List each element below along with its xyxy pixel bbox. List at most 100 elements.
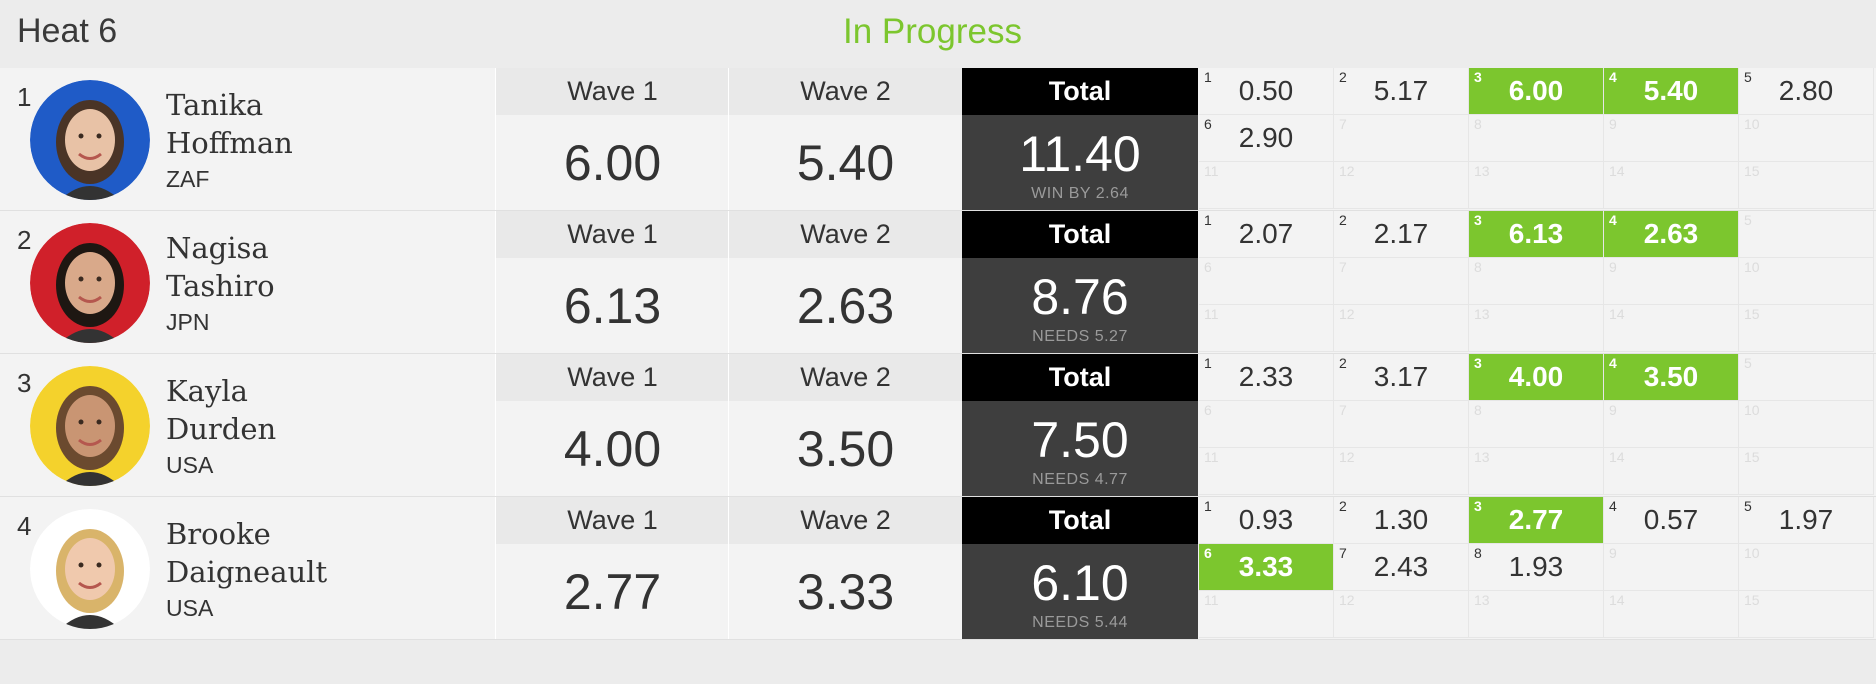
wave-score-cell[interactable]: 15 <box>1739 591 1874 638</box>
wave-score-cell[interactable]: 13 <box>1469 448 1604 495</box>
wave-score-cell[interactable]: 12 <box>1334 448 1469 495</box>
wave-number: 10 <box>1744 116 1760 132</box>
wave-score-cell[interactable]: 12 <box>1334 305 1469 352</box>
wave-score-cell[interactable]: 13 <box>1469 591 1604 638</box>
wave-score-cell[interactable]: 3 6.00 <box>1469 68 1604 115</box>
wave-score <box>1739 211 1873 257</box>
wave-score-cell[interactable]: 1 2.07 <box>1199 211 1334 258</box>
wave-score-cell[interactable]: 9 <box>1604 401 1739 448</box>
wave-1-column: Wave 1 6.00 <box>495 68 729 210</box>
wave-score-cell[interactable]: 4 2.63 <box>1604 211 1739 258</box>
wave-score-cell[interactable]: 3 4.00 <box>1469 354 1604 401</box>
surfer-country: USA <box>166 595 214 621</box>
wave-score: 2.77 <box>1508 504 1564 535</box>
wave-score-cell[interactable]: 12 <box>1334 162 1469 209</box>
wave-1-label: Wave 1 <box>496 497 729 544</box>
wave-number: 4 <box>1609 69 1617 85</box>
surfer-row[interactable]: 4 Brooke Daigneault USA Wave 1 2.77 Wave… <box>0 497 1876 640</box>
wave-score-cell[interactable]: 10 <box>1739 401 1874 448</box>
wave-score-cell[interactable]: 9 <box>1604 115 1739 162</box>
wave-score-cell[interactable]: 6 <box>1199 258 1334 305</box>
wave-number: 2 <box>1339 212 1347 228</box>
wave-score-cell[interactable]: 13 <box>1469 305 1604 352</box>
wave-score-cell[interactable]: 6 2.90 <box>1199 115 1334 162</box>
heat-header: Heat 6 In Progress <box>0 0 1876 68</box>
wave-score-cell[interactable]: 12 <box>1334 591 1469 638</box>
wave-score-cell[interactable]: 8 <box>1469 115 1604 162</box>
wave-score-cell[interactable]: 4 3.50 <box>1604 354 1739 401</box>
wave-score <box>1199 305 1333 351</box>
wave-score-cell[interactable]: 2 1.30 <box>1334 497 1469 544</box>
total-box: 6.10 NEEDS 5.44 <box>962 544 1198 639</box>
wave-score-cell[interactable]: 15 <box>1739 162 1874 209</box>
wave-score <box>1469 305 1603 351</box>
wave-score-cell[interactable]: 11 <box>1199 162 1334 209</box>
wave-score-cell[interactable]: 10 <box>1739 258 1874 305</box>
wave-number: 5 <box>1744 69 1752 85</box>
surfer-row[interactable]: 3 Kayla Durden USA Wave 1 4.00 Wave 2 3.… <box>0 354 1876 497</box>
surfer-name[interactable]: Kayla Durden USA <box>166 372 276 479</box>
wave-score-cell[interactable]: 4 5.40 <box>1604 68 1739 115</box>
wave-score: 5.17 <box>1373 75 1429 106</box>
wave-2-column: Wave 2 3.33 <box>728 497 962 639</box>
wave-score-cell[interactable]: 3 2.77 <box>1469 497 1604 544</box>
wave-1-column: Wave 1 6.13 <box>495 211 729 353</box>
wave-score-cell[interactable]: 1 0.50 <box>1199 68 1334 115</box>
wave-score: 2.17 <box>1373 218 1429 249</box>
total-score: 11.40 <box>1019 125 1141 182</box>
wave-score-cell[interactable]: 9 <box>1604 258 1739 305</box>
wave-score-cell[interactable]: 6 3.33 <box>1199 544 1334 591</box>
wave-number: 2 <box>1339 498 1347 514</box>
wave-score-cell[interactable]: 4 0.57 <box>1604 497 1739 544</box>
wave-score <box>1604 305 1738 351</box>
wave-number: 3 <box>1474 69 1482 85</box>
wave-score-cell[interactable]: 15 <box>1739 305 1874 352</box>
wave-score-cell[interactable]: 5 1.97 <box>1739 497 1874 544</box>
surfer-row[interactable]: 2 Nagisa Tashiro JPN Wave 1 6.13 Wave 2 … <box>0 211 1876 354</box>
wave-score-cell[interactable]: 5 <box>1739 211 1874 258</box>
wave-2-column: Wave 2 2.63 <box>728 211 962 353</box>
wave-score-cell[interactable]: 14 <box>1604 448 1739 495</box>
wave-number: 2 <box>1339 355 1347 371</box>
wave-score-cell[interactable]: 10 <box>1739 544 1874 591</box>
wave-score-cell[interactable]: 8 <box>1469 258 1604 305</box>
wave-score-cell[interactable]: 7 <box>1334 258 1469 305</box>
avatar-photo-icon <box>30 366 150 486</box>
wave-score-cell[interactable]: 7 <box>1334 401 1469 448</box>
wave-score-cell[interactable]: 2 2.17 <box>1334 211 1469 258</box>
wave-score-cell[interactable]: 6 <box>1199 401 1334 448</box>
wave-score-cell[interactable]: 11 <box>1199 448 1334 495</box>
wave-score-cell[interactable]: 14 <box>1604 305 1739 352</box>
wave-score-cell[interactable]: 10 <box>1739 115 1874 162</box>
wave-score-cell[interactable]: 7 2.43 <box>1334 544 1469 591</box>
wave-2-score: 5.40 <box>796 134 895 191</box>
wave-score-cell[interactable]: 1 0.93 <box>1199 497 1334 544</box>
wave-score-cell[interactable]: 5 <box>1739 354 1874 401</box>
wave-score-cell[interactable]: 2 5.17 <box>1334 68 1469 115</box>
wave-score-cell[interactable]: 11 <box>1199 305 1334 352</box>
wave-score: 2.80 <box>1778 75 1834 106</box>
surfer-rank: 2 <box>17 225 32 255</box>
surfer-avatar <box>30 223 150 343</box>
wave-score-cell[interactable]: 3 6.13 <box>1469 211 1604 258</box>
wave-number: 3 <box>1474 212 1482 228</box>
wave-number: 4 <box>1609 212 1617 228</box>
wave-score-cell[interactable]: 14 <box>1604 591 1739 638</box>
wave-score-cell[interactable]: 15 <box>1739 448 1874 495</box>
wave-score-cell[interactable]: 11 <box>1199 591 1334 638</box>
surfer-name[interactable]: Tanika Hoffman ZAF <box>166 86 293 193</box>
wave-score-cell[interactable]: 9 <box>1604 544 1739 591</box>
wave-score-cell[interactable]: 13 <box>1469 162 1604 209</box>
wave-score-cell[interactable]: 1 2.33 <box>1199 354 1334 401</box>
total-column: Total 11.40 WIN BY 2.64 <box>962 68 1198 210</box>
wave-score-cell[interactable]: 2 3.17 <box>1334 354 1469 401</box>
wave-score-cell[interactable]: 5 2.80 <box>1739 68 1874 115</box>
wave-score-cell[interactable]: 7 <box>1334 115 1469 162</box>
surfer-row[interactable]: 1 Tanika Hoffman ZAF Wave 1 6.00 Wave 2 … <box>0 68 1876 211</box>
wave-score-cell[interactable]: 8 1.93 <box>1469 544 1604 591</box>
wave-score-cell[interactable]: 14 <box>1604 162 1739 209</box>
surfer-name[interactable]: Brooke Daigneault USA <box>166 515 327 622</box>
wave-number: 1 <box>1204 69 1212 85</box>
wave-score-cell[interactable]: 8 <box>1469 401 1604 448</box>
surfer-name[interactable]: Nagisa Tashiro JPN <box>166 229 275 336</box>
